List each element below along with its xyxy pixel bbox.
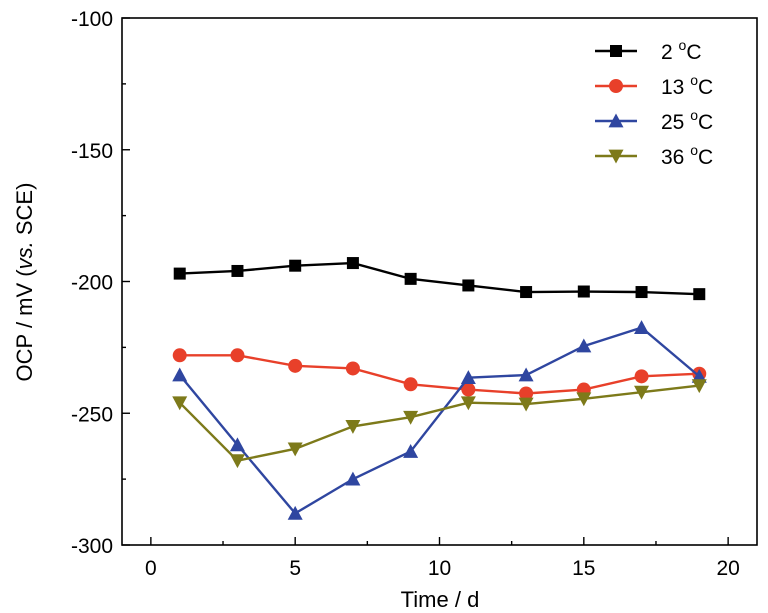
data-point [519, 386, 534, 401]
data-point [691, 379, 707, 394]
y-axis-title-prefix: OCP / mV ( [12, 269, 37, 382]
y-tick-label: -300 [71, 535, 113, 558]
data-point [460, 396, 476, 411]
data-point [288, 358, 303, 373]
data-point [576, 338, 592, 353]
series-line [178, 384, 700, 462]
data-point [634, 385, 650, 400]
series-line [178, 326, 701, 515]
legend-label: 25 oC [661, 107, 713, 134]
y-axis: -100 -150 -200 -250 -300 [71, 8, 130, 558]
x-tick-label: 20 [716, 557, 739, 580]
data-point [403, 443, 419, 458]
y-tick-label: -200 [71, 272, 113, 295]
data-point [462, 279, 475, 292]
series-2 [172, 320, 707, 520]
legend-label-degree: o [690, 142, 698, 158]
x-tick-label: 5 [289, 557, 301, 580]
data-point [404, 272, 417, 285]
legend-entry: 13 oC [595, 72, 713, 99]
data-point [346, 257, 359, 270]
data-point [289, 259, 302, 272]
y-axis-title-italic: vs. [12, 241, 37, 269]
legend-label-value: 2 [661, 41, 679, 64]
data-point [173, 267, 186, 280]
legend-label-unit: C [686, 41, 701, 64]
y-axis-title: OCP / mV (vs. SCE) [12, 183, 37, 382]
data-point [461, 382, 476, 397]
legend-label-value: 13 [661, 76, 690, 99]
data-point [520, 286, 533, 299]
data-point [229, 437, 245, 452]
legend-marker [608, 149, 624, 164]
data-point [403, 377, 418, 392]
data-point [172, 367, 188, 382]
legend-marker [609, 79, 623, 93]
data-point [345, 471, 361, 486]
series-layer [172, 257, 707, 520]
data-point [172, 348, 187, 363]
x-tick-label: 15 [572, 557, 595, 580]
series-line [179, 354, 700, 395]
data-point [518, 367, 534, 382]
data-point [693, 288, 706, 301]
legend-entry: 25 oC [595, 107, 713, 134]
data-point [577, 285, 590, 298]
legend-label: 13 oC [661, 72, 713, 99]
y-axis-title-suffix: SCE) [12, 183, 37, 242]
data-point [230, 348, 245, 363]
legend-label-unit: C [698, 76, 713, 99]
x-tick-label: 0 [145, 557, 157, 580]
legend-label: 36 oC [661, 142, 713, 169]
legend-entry: 2 oC [595, 37, 701, 64]
data-point [287, 505, 303, 520]
legend-label-degree: o [679, 37, 687, 53]
legend-label-value: 25 [661, 111, 690, 134]
legend-label-degree: o [690, 72, 698, 88]
data-point [403, 410, 419, 425]
data-point [518, 397, 534, 412]
data-point [345, 420, 361, 434]
y-tick-label: -250 [71, 403, 113, 426]
data-point [576, 392, 592, 407]
x-tick-label: 10 [428, 557, 451, 580]
legend-marker [608, 113, 624, 128]
data-point [460, 370, 476, 385]
data-point [229, 454, 245, 469]
x-axis-title: Time / d [401, 587, 480, 612]
legend-label-unit: C [698, 146, 713, 169]
legend-label-unit: C [698, 111, 713, 134]
series-0 [173, 257, 706, 301]
data-point [231, 264, 244, 277]
y-tick-label: -100 [71, 8, 113, 31]
legend-entry: 36 oC [595, 142, 713, 169]
legend-label-degree: o [690, 107, 698, 123]
data-point [287, 442, 303, 457]
data-point [634, 320, 650, 334]
legend-marker [610, 45, 622, 57]
legend-label-value: 36 [661, 146, 690, 169]
data-point [172, 396, 188, 411]
series-3 [172, 379, 707, 469]
data-point [635, 286, 648, 299]
data-point [634, 369, 649, 384]
legend-label: 2 oC [661, 37, 701, 64]
data-point [345, 361, 360, 376]
series-1 [172, 348, 707, 401]
x-axis: 0 5 10 15 20 [145, 537, 740, 580]
series-line [179, 261, 700, 296]
y-tick-label: -150 [71, 140, 113, 163]
